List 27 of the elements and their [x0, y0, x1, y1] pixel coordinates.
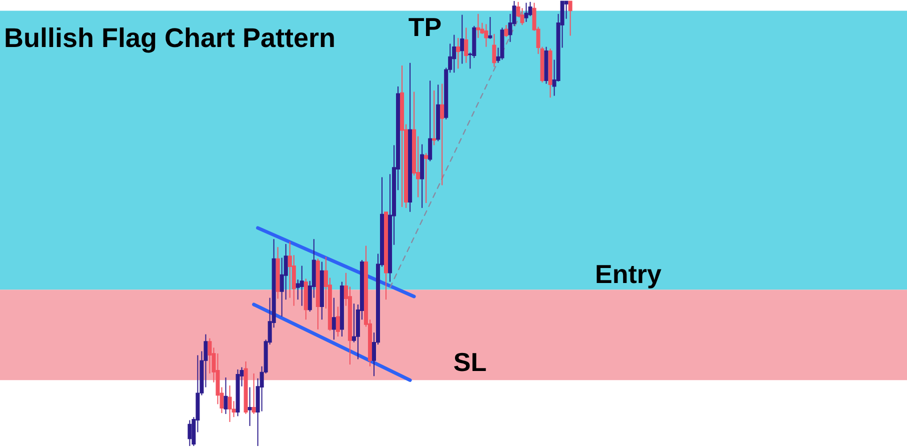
candlestick — [440, 83, 444, 186]
candlestick — [492, 33, 496, 68]
candlestick — [456, 37, 460, 70]
candlestick — [424, 152, 428, 204]
candlestick — [188, 420, 192, 446]
candlestick — [336, 306, 340, 338]
annotation: Entry — [595, 258, 662, 289]
candlestick — [432, 90, 436, 146]
text: Bullish Flag Chart Pattern — [4, 23, 336, 53]
candlestick — [568, 0, 572, 36]
candlestick — [252, 372, 256, 414]
band-label: SL — [453, 347, 487, 378]
candlestick — [228, 384, 232, 422]
candlestick — [460, 14, 464, 64]
candlestick — [476, 13, 480, 38]
candlestick — [300, 265, 304, 306]
candlestick — [248, 386, 252, 426]
candlestick — [224, 376, 228, 414]
candlestick — [504, 24, 508, 38]
candlestick — [332, 297, 336, 340]
candlestick — [488, 16, 492, 40]
candlestick — [464, 27, 468, 64]
candlestick — [484, 24, 488, 48]
candlestick — [452, 34, 456, 74]
candlestick — [428, 80, 432, 162]
band-label: TP — [408, 12, 442, 42]
candlestick — [524, 2, 528, 22]
